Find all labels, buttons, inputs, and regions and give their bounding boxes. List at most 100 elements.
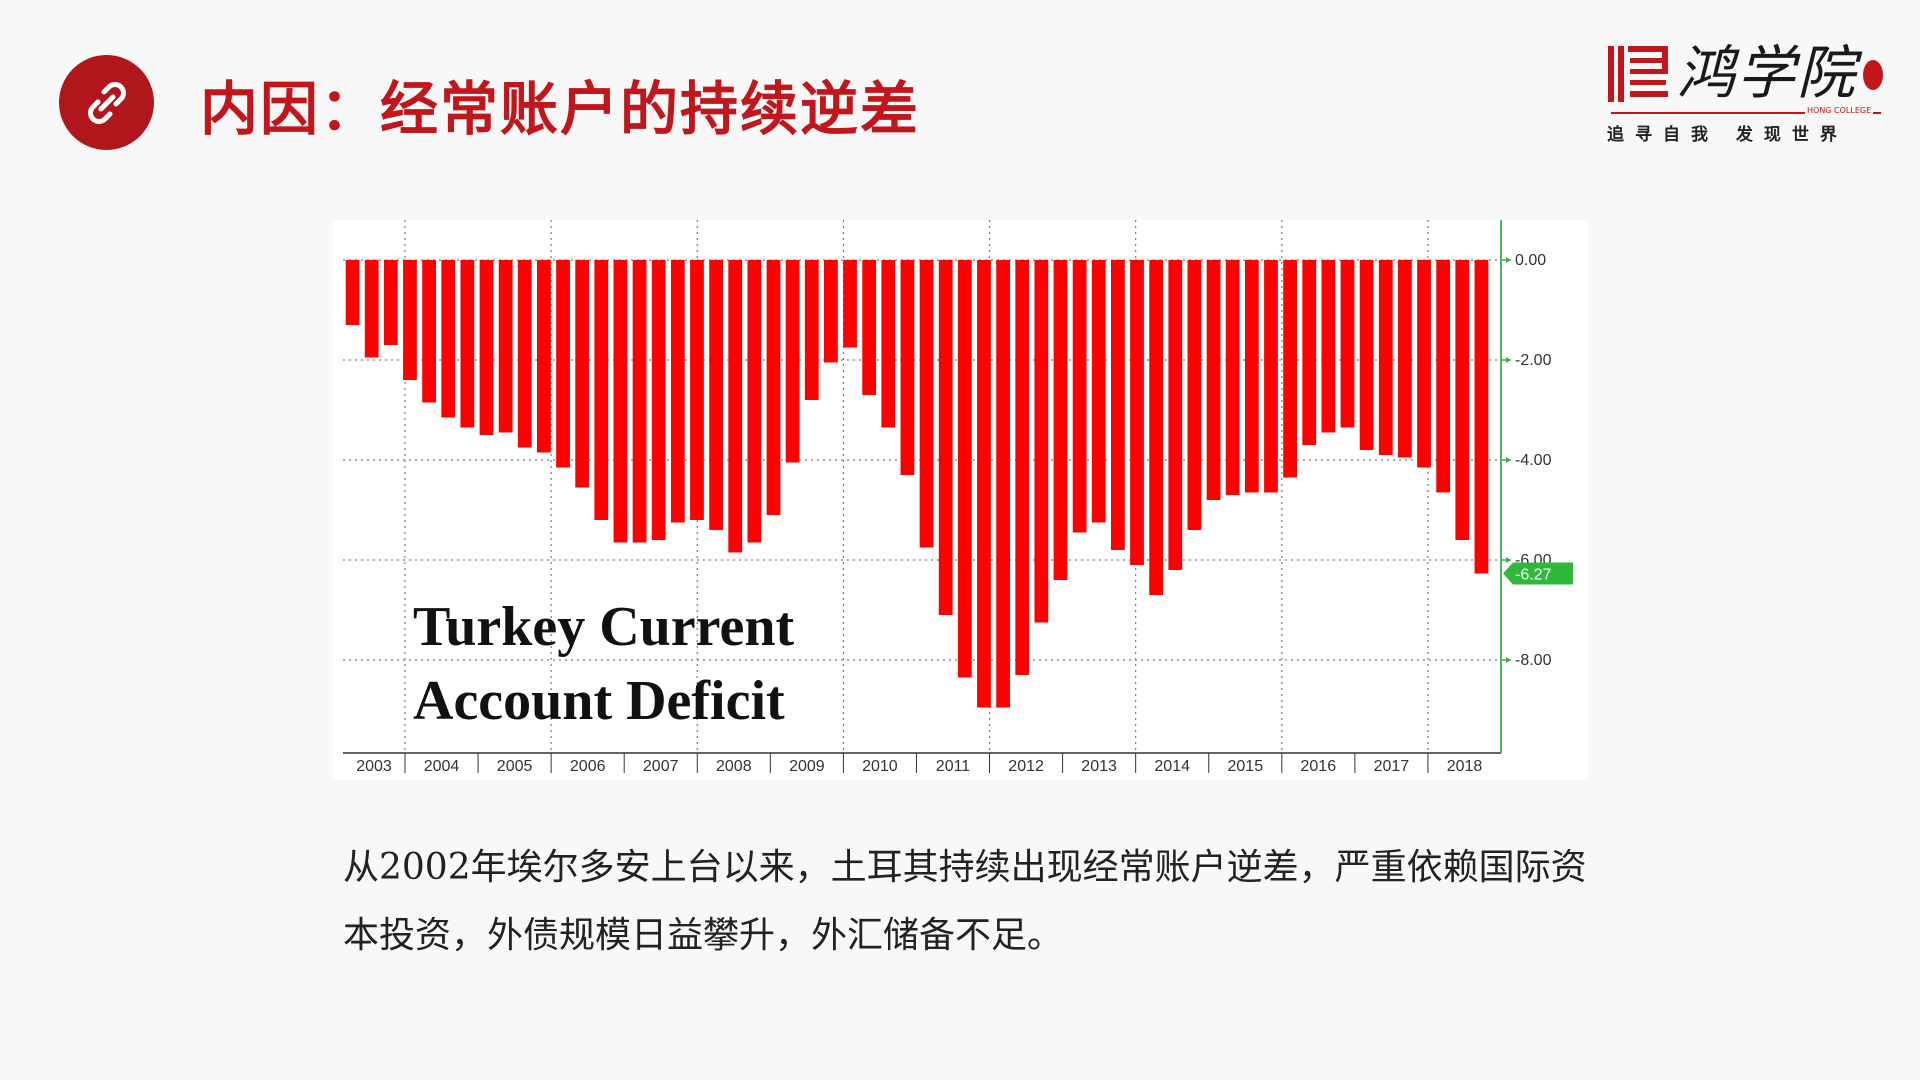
bar (441, 260, 456, 418)
x-tick-label: 2003 (356, 758, 392, 775)
y-tick-label: 0.00 (1515, 252, 1546, 269)
bar (537, 260, 551, 453)
bar (1359, 260, 1374, 450)
y-tick-arrow (1506, 357, 1511, 363)
bar (938, 260, 953, 615)
y-tick-label: -8.00 (1515, 652, 1552, 669)
bar-layer (345, 260, 1489, 708)
chart-title-line: Account Deficit (413, 670, 785, 732)
description-text: 从2002年埃尔多安上台以来，土耳其持续出现经常账户逆差，严重依赖国际资本投资，… (343, 847, 1587, 956)
y-tick-label: -2.00 (1515, 352, 1552, 369)
chart-container: 2003 2004 2005 2006 2007 2008 2009 2010 2011 2012… (333, 220, 1588, 780)
bar (632, 260, 647, 543)
college-logo: 鸿学院 HONG COLLEGE 追寻自我 发现世界 (1605, 38, 1895, 148)
label-layer: 2003 2004 2005 2006 2007 2008 2009 2010 2011 2012… (356, 252, 1573, 775)
x-tick-label: 2005 (497, 758, 533, 775)
bar (498, 260, 513, 433)
bar (900, 260, 915, 475)
x-tick-label: 2015 (1228, 758, 1264, 775)
x-tick-label: 2007 (643, 758, 679, 775)
page-title: 内因：经常账户的持续逆差 (200, 75, 921, 143)
bar (766, 260, 781, 515)
bar (479, 260, 494, 435)
bar (1072, 260, 1087, 533)
bar (1225, 260, 1240, 495)
last-value-label: -6.27 (1515, 567, 1552, 584)
link-icon-glyph (87, 81, 126, 124)
bar (1053, 260, 1068, 580)
bar (1417, 260, 1431, 468)
bar (670, 260, 685, 523)
x-tick-label: 2004 (424, 758, 460, 775)
bar (919, 260, 934, 548)
y-tick-label: -4.00 (1515, 452, 1552, 469)
link-icon (59, 55, 154, 150)
deficit-chart: 2003 2004 2005 2006 2007 2008 2009 2010 2011 2012… (343, 220, 1573, 775)
logo-name: 鸿学院 (1677, 39, 1858, 107)
x-tick-label: 2012 (1008, 758, 1044, 775)
bar (843, 260, 857, 348)
bar (1091, 260, 1106, 523)
bar (1302, 260, 1317, 445)
y-tick-arrow (1506, 257, 1511, 263)
bar (1168, 260, 1183, 570)
x-tick-label: 2014 (1154, 758, 1190, 775)
bar (1283, 260, 1297, 478)
bar (1340, 260, 1355, 428)
bar (728, 260, 743, 553)
y-tick-arrow (1506, 557, 1511, 563)
logo-seal (1863, 60, 1883, 90)
bar (1034, 260, 1049, 623)
x-tick-label: 2010 (862, 758, 898, 775)
x-tick-label: 2016 (1301, 758, 1337, 775)
logo-english: HONG COLLEGE (1805, 106, 1874, 115)
bar (403, 260, 417, 380)
bar (517, 260, 532, 448)
bar (556, 260, 570, 468)
logo-tagline: 追寻自我 发现世界 (1607, 125, 1848, 145)
x-tick-label: 2009 (789, 758, 825, 775)
x-tick-label: 2018 (1447, 758, 1483, 775)
bar (460, 260, 475, 428)
bar (1130, 260, 1144, 565)
bar (1244, 260, 1259, 493)
bar (996, 260, 1010, 708)
y-tick-arrow (1506, 657, 1511, 663)
bar (1111, 260, 1125, 550)
bar (824, 260, 838, 363)
bar (709, 260, 723, 530)
x-tick-label: 2011 (936, 758, 971, 775)
bar (383, 260, 398, 345)
bar (422, 260, 436, 403)
bar (1436, 260, 1451, 493)
bar (1187, 260, 1202, 530)
bar (1474, 260, 1489, 574)
bar (862, 260, 877, 395)
bar (804, 260, 819, 400)
bar (1455, 260, 1470, 540)
x-tick-label: 2006 (570, 758, 606, 775)
logo-mark-icon (1608, 46, 1668, 102)
bar (1015, 260, 1030, 675)
bar (1206, 260, 1221, 500)
chart-title-line: Turkey Current (413, 596, 794, 658)
bar (1321, 260, 1336, 433)
bar (1398, 260, 1412, 458)
bar (1264, 260, 1278, 493)
bar (785, 260, 800, 463)
bar (345, 260, 360, 325)
x-tick-label: 2008 (716, 758, 752, 775)
y-tick-arrow (1506, 457, 1511, 463)
bar (613, 260, 628, 543)
bar (1149, 260, 1164, 595)
bar (881, 260, 896, 428)
bar (651, 260, 666, 540)
last-value-badge (1503, 562, 1573, 585)
logo-divider (1611, 112, 1881, 114)
bar (594, 260, 609, 520)
bar (1378, 260, 1393, 455)
bar (747, 260, 762, 543)
axis-layer (343, 220, 1511, 773)
bar (957, 260, 972, 678)
bar (977, 260, 991, 708)
